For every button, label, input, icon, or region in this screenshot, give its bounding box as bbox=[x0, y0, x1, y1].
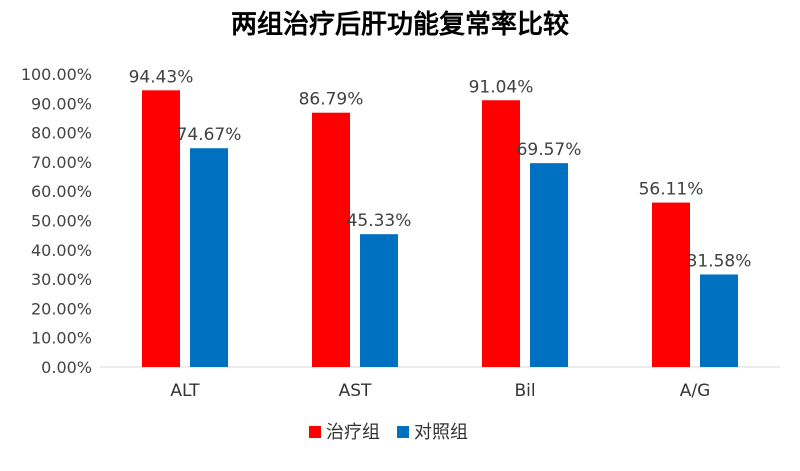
bar-treatment bbox=[482, 100, 520, 367]
y-tick-label: 10.00% bbox=[31, 329, 92, 348]
bar-treatment bbox=[312, 112, 350, 368]
bar-treatment bbox=[142, 90, 180, 367]
data-label: 91.04% bbox=[469, 77, 534, 97]
x-tick-label: A/G bbox=[680, 381, 711, 401]
x-tick-label: ALT bbox=[170, 381, 200, 401]
legend-label: 治疗组 bbox=[326, 422, 380, 443]
legend-swatch bbox=[397, 426, 409, 438]
data-label: 31.58% bbox=[687, 251, 752, 271]
legend-label: 对照组 bbox=[414, 422, 468, 443]
y-tick-label: 30.00% bbox=[31, 270, 92, 289]
data-label: 94.43% bbox=[129, 67, 194, 87]
bar-control bbox=[190, 148, 228, 367]
x-tick-label: Bil bbox=[514, 381, 535, 401]
y-tick-label: 90.00% bbox=[31, 94, 92, 113]
data-label: 74.67% bbox=[177, 125, 242, 145]
data-label: 86.79% bbox=[299, 90, 364, 110]
y-tick-label: 80.00% bbox=[31, 124, 92, 143]
y-tick-label: 20.00% bbox=[31, 299, 92, 318]
data-label: 69.57% bbox=[517, 140, 582, 160]
bar-treatment bbox=[652, 202, 690, 367]
y-tick-label: 60.00% bbox=[31, 182, 92, 201]
y-tick-label: 40.00% bbox=[31, 241, 92, 260]
x-tick-label: AST bbox=[339, 381, 372, 401]
chart-title: 两组治疗后肝功能复常率比较 bbox=[230, 10, 569, 40]
bar-control bbox=[530, 163, 568, 367]
bar-control bbox=[360, 234, 398, 367]
data-label: 56.11% bbox=[639, 180, 704, 200]
legend-swatch bbox=[309, 426, 321, 438]
y-tick-label: 0.00% bbox=[41, 358, 92, 377]
y-tick-label: 100.00% bbox=[21, 65, 92, 84]
bar-control bbox=[700, 274, 738, 367]
data-label: 45.33% bbox=[347, 211, 412, 231]
y-tick-label: 50.00% bbox=[31, 212, 92, 231]
y-tick-label: 70.00% bbox=[31, 153, 92, 172]
